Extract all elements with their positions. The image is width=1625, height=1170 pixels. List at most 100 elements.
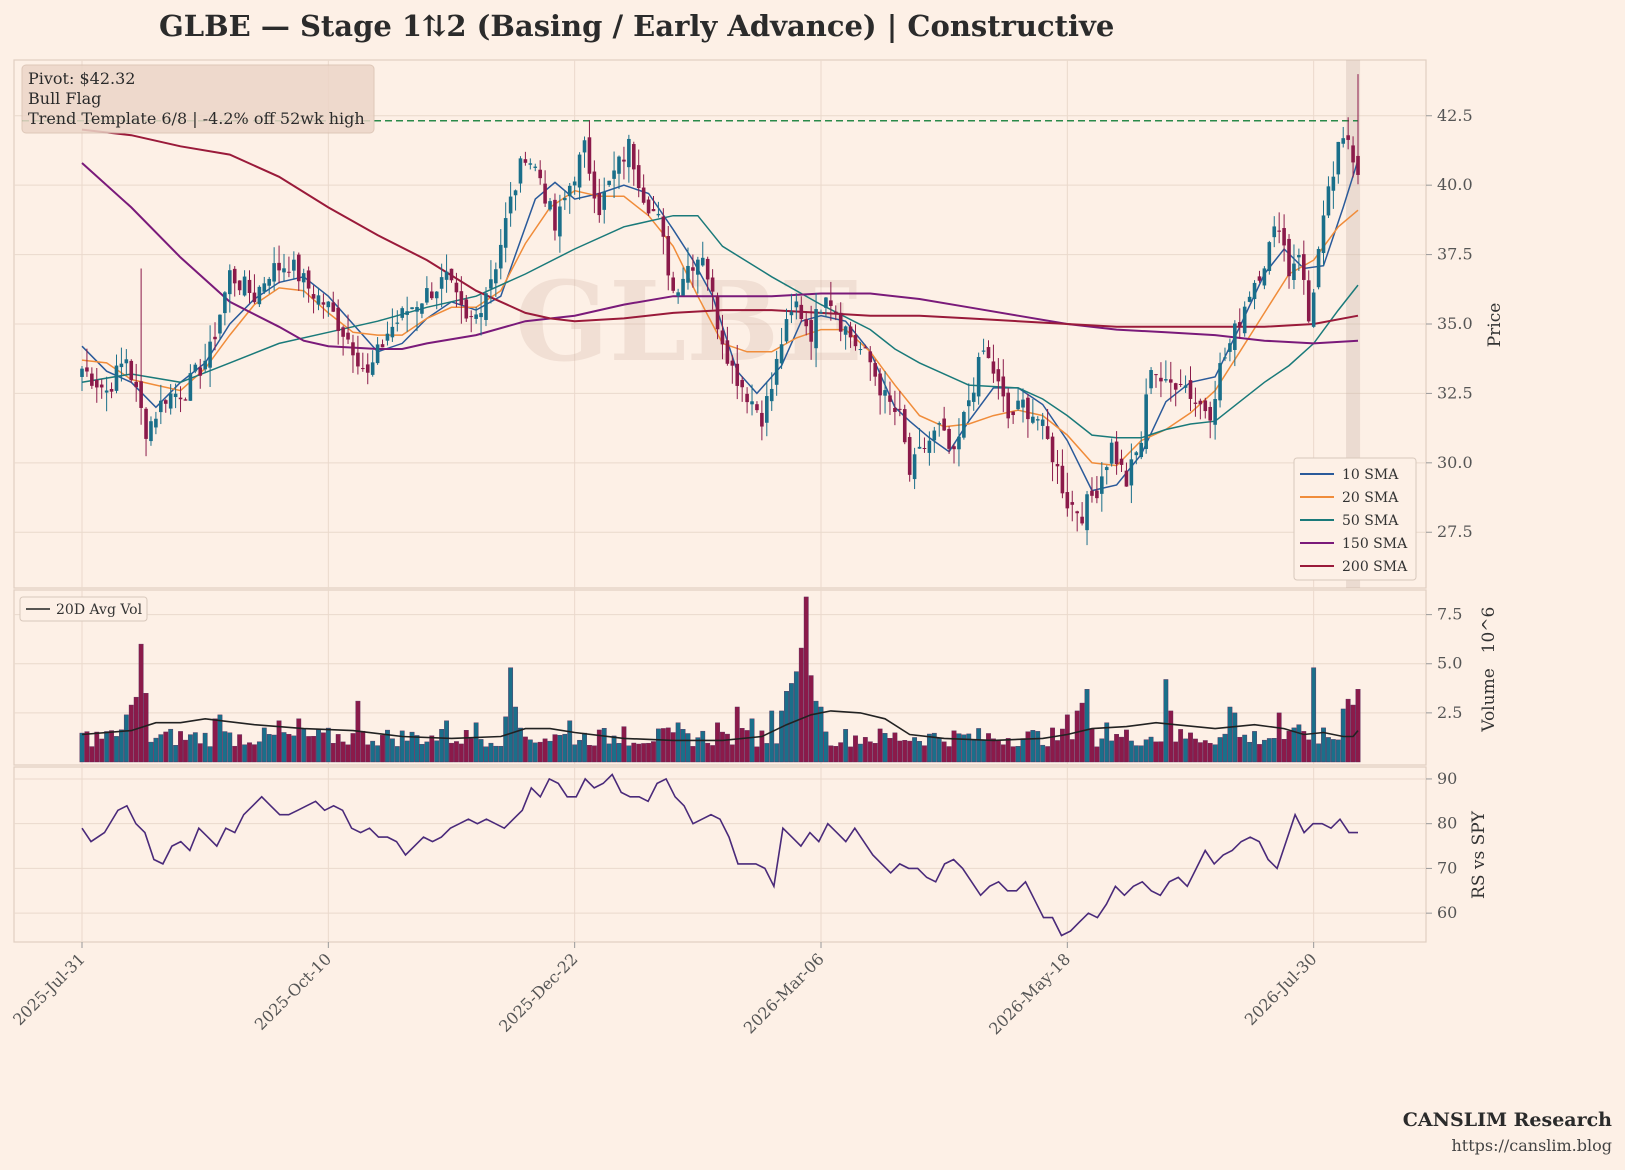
volume-bar [956,733,962,763]
volume-bar [867,741,873,763]
x-tick-label: 2026-Jul-30 [1241,949,1321,1029]
volume-bar [513,706,518,763]
volume-bar [276,720,282,763]
volume-bar [1326,737,1331,763]
volume-bar [123,714,129,763]
candle-body [272,263,276,282]
candle-body [868,351,873,363]
candle-body [109,388,114,392]
candle-body [326,301,331,308]
candle-body [1252,282,1257,300]
candle-body [1326,186,1331,216]
candle-body [1070,502,1075,505]
candle-body [346,332,350,340]
candle-body [365,364,370,373]
rs-tick-label: 90 [1437,769,1457,788]
volume-bar [232,745,238,763]
volume-bar [478,739,484,763]
volume-bar [858,743,863,763]
volume-bar [1030,730,1036,763]
candle-body [681,278,685,296]
volume-bar [739,727,745,763]
candle-body [927,440,932,453]
candle-body [1311,292,1316,327]
candle-body [873,363,877,377]
volume-bar [252,744,257,763]
candle-body [1040,419,1045,426]
candle-body [592,171,597,199]
volume-bar [1222,733,1228,763]
volume-y-ticks: 2.5 5.0 7.5 [1426,605,1462,722]
volume-bar [291,735,297,763]
volume-bar [261,727,267,763]
candle-body [361,368,365,370]
volume-bar [1045,746,1051,763]
candle-body [434,291,439,299]
volume-bar [1079,702,1085,763]
avg-volume-line [81,710,1359,742]
candle-body [1228,343,1232,352]
candle-body [296,254,301,282]
volume-bar [242,744,247,763]
candle-body [1262,268,1267,286]
volume-bar [158,734,164,763]
candle-body [242,276,247,296]
candle-body [513,190,518,196]
candle-body [528,163,533,165]
candle-body [218,314,222,334]
volume-bar [616,743,622,763]
pattern-text: Bull Flag [28,89,101,108]
candle-body [479,313,483,318]
volume-bar [1188,732,1193,763]
volume-bar [325,727,331,763]
candle-body [1203,400,1208,412]
price-tick-label: 40.0 [1437,175,1473,194]
trend-template-text: Trend Template 6/8 | -4.2% off 52wk high [28,109,365,128]
candle-body [400,308,405,318]
price-tick-label: 27.5 [1437,522,1473,541]
volume-bar [1050,727,1055,763]
volume-bar [1261,739,1267,763]
volume-bar [1119,736,1124,763]
volume-bar [606,743,612,763]
price-tick-label: 35.0 [1437,314,1473,333]
rs-axis-label: RS vs SPY [1469,810,1489,899]
volume-bar [1000,744,1006,763]
volume-bar [350,733,356,763]
volume-bar [1257,744,1262,763]
volume-bar [222,731,228,763]
volume-bar [779,710,784,763]
rs-line [81,773,1358,937]
candle-body [1233,323,1237,350]
volume-tick-label: 2.5 [1437,703,1462,722]
candle-body [508,196,513,214]
candle-body [558,206,562,237]
candle-body [937,423,942,425]
info-box: Pivot: $42.32 Bull Flag Trend Template 6… [21,64,375,134]
candle-body [370,362,375,375]
candle-body [503,218,508,248]
volume-bar [887,738,893,763]
candle-body [848,326,853,338]
candle-body [119,363,124,368]
volume-bar [1114,734,1119,763]
candle-body [858,349,863,351]
candle-body [351,342,355,356]
volume-bar [148,741,154,763]
candle-body [819,311,823,314]
volume-bar [119,729,124,763]
candle-body [656,213,661,216]
volume-bar [931,732,937,763]
volume-bar [1286,730,1292,763]
volume-bar [380,734,385,763]
candle-body [661,216,666,237]
volume-bar [1301,731,1307,763]
volume-bar [833,746,839,763]
volume-bar [995,739,1001,763]
volume-legend-box [19,596,148,622]
candle-body [755,404,759,411]
rs-tick-label: 60 [1437,903,1457,922]
candle-body [651,208,656,212]
volume-bar [1178,729,1184,763]
candle-body [1198,400,1203,405]
